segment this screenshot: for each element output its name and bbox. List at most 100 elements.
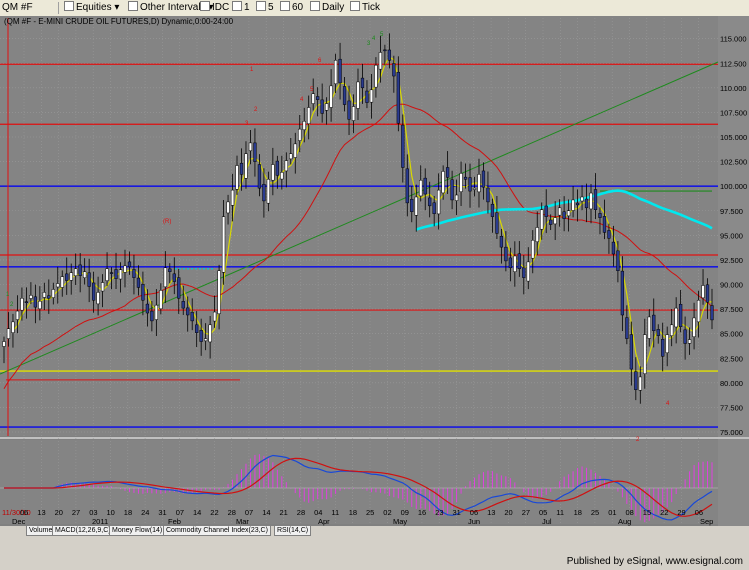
up-candle bbox=[589, 192, 593, 210]
down-candle bbox=[683, 329, 687, 344]
down-candle bbox=[320, 99, 324, 114]
y-tick-label: 105.000 bbox=[720, 133, 747, 142]
up-candle bbox=[208, 324, 212, 343]
up-candle bbox=[42, 292, 46, 298]
x-tick-label: 27 bbox=[522, 508, 530, 517]
x-tick-label: 28 bbox=[297, 508, 305, 517]
down-candle bbox=[316, 96, 320, 100]
setup-count-mark: 4 bbox=[372, 36, 376, 42]
tab-rsi[interactable]: RSI(14,C) bbox=[274, 526, 312, 536]
equities-label: Equities bbox=[76, 2, 112, 13]
grid bbox=[0, 18, 718, 524]
up-candle bbox=[230, 189, 235, 206]
up-candle bbox=[11, 321, 15, 333]
up-candle bbox=[221, 216, 226, 273]
down-candle bbox=[517, 253, 521, 270]
up-candle bbox=[571, 199, 575, 211]
tab-macd[interactable]: MACD(12,26,9,C) bbox=[52, 526, 114, 536]
up-candle bbox=[100, 282, 105, 292]
x-tick-label: 13 bbox=[487, 508, 495, 517]
interval-idc[interactable]: IDC bbox=[200, 1, 229, 15]
down-candle bbox=[450, 179, 454, 201]
up-candle bbox=[6, 328, 11, 339]
x-first-label: 11/30/10 bbox=[2, 508, 31, 517]
tab-macd-label: MACD(12,26,9,C) bbox=[55, 527, 111, 534]
down-candle bbox=[423, 177, 427, 195]
down-candle bbox=[199, 329, 203, 342]
down-candle bbox=[481, 170, 486, 188]
y-tick-label: 110.000 bbox=[720, 84, 747, 93]
sequence-count-mark: 2 bbox=[254, 107, 258, 113]
x-tick-label: 18 bbox=[349, 508, 357, 517]
interval-daily-label: Daily bbox=[322, 2, 345, 13]
price-panel bbox=[0, 16, 718, 436]
interval-tick[interactable]: Tick bbox=[350, 1, 380, 15]
x-tick-label: 02 bbox=[383, 508, 391, 517]
interval-tick-label: Tick bbox=[362, 2, 380, 13]
price-candles bbox=[2, 33, 714, 404]
equities-dropdown[interactable]: Equities ▾ bbox=[64, 1, 119, 15]
up-candle bbox=[248, 142, 253, 152]
x-tick-label: 06 bbox=[470, 508, 478, 517]
macd-indicator bbox=[0, 454, 718, 523]
clock-icon bbox=[256, 1, 266, 11]
indicator-tabs: Volume MACD(12,26,9,C) Money Flow(14) Co… bbox=[0, 526, 749, 536]
equities-icon bbox=[64, 1, 74, 11]
long-moving-average bbox=[3, 103, 713, 389]
setup-count-mark: 5 bbox=[380, 32, 384, 38]
down-candle bbox=[342, 86, 347, 105]
axis-labels: 115.000 112.500 110.000 107.500 105.000 102.5… bbox=[2, 35, 747, 526]
interval-60[interactable]: 60 bbox=[280, 1, 303, 15]
down-candle bbox=[360, 77, 365, 89]
tab-cci-label: Commodity Channel Index(23,C) bbox=[166, 527, 268, 534]
up-candle bbox=[302, 121, 306, 131]
down-candle bbox=[678, 303, 683, 328]
down-candle bbox=[625, 317, 629, 339]
down-candle bbox=[499, 236, 504, 248]
up-candle bbox=[298, 128, 302, 141]
x-tick-label: 10 bbox=[107, 508, 115, 517]
up-candle bbox=[123, 265, 127, 273]
other-intervals-dropdown[interactable]: Other Intervals ▾ bbox=[128, 1, 213, 15]
down-candle bbox=[114, 269, 118, 279]
up-candle bbox=[472, 187, 477, 190]
tab-cci[interactable]: Commodity Channel Index(23,C) bbox=[163, 526, 271, 536]
down-candle bbox=[262, 183, 266, 202]
x-tick-label: 31 bbox=[453, 508, 461, 517]
symbol-label[interactable]: QM #F bbox=[2, 1, 33, 15]
tick-icon bbox=[350, 1, 360, 11]
x-tick-label: 14 bbox=[193, 508, 201, 517]
down-candle bbox=[428, 197, 432, 207]
trend-line bbox=[0, 61, 719, 375]
down-candle bbox=[109, 272, 114, 274]
y-tick-label: 112.500 bbox=[720, 59, 747, 68]
up-candle bbox=[670, 324, 674, 336]
x-tick-label: 16 bbox=[418, 508, 426, 517]
interval-daily[interactable]: Daily bbox=[310, 1, 344, 15]
up-candle bbox=[540, 209, 544, 230]
footer: Published by eSignal, www.esignal.com bbox=[0, 554, 749, 570]
y-tick-label: 85.000 bbox=[720, 330, 743, 339]
y-tick-label: 100.000 bbox=[720, 182, 747, 191]
y-tick-label: 95.000 bbox=[720, 231, 743, 240]
interval-5[interactable]: 5 bbox=[256, 1, 274, 15]
tab-money-flow[interactable]: Money Flow(14) bbox=[109, 526, 166, 536]
down-candle bbox=[383, 49, 387, 52]
down-candle bbox=[508, 257, 512, 269]
interval-idc-label: IDC bbox=[212, 2, 230, 13]
x-tick-label: 07 bbox=[245, 508, 253, 517]
up-candle bbox=[638, 376, 642, 391]
r-marker: (R) bbox=[163, 219, 171, 225]
down-candle bbox=[410, 198, 414, 212]
interval-1[interactable]: 1 bbox=[232, 1, 250, 15]
x-tick-label: 20 bbox=[55, 508, 63, 517]
x-tick-label: 23 bbox=[435, 508, 443, 517]
up-candle bbox=[2, 341, 6, 347]
tab-volume[interactable]: Volume bbox=[26, 526, 56, 536]
down-candle bbox=[181, 301, 185, 309]
up-candle bbox=[271, 164, 275, 181]
y-tick-label: 97.500 bbox=[720, 207, 743, 216]
intervals-label: Other Intervals bbox=[140, 2, 206, 13]
